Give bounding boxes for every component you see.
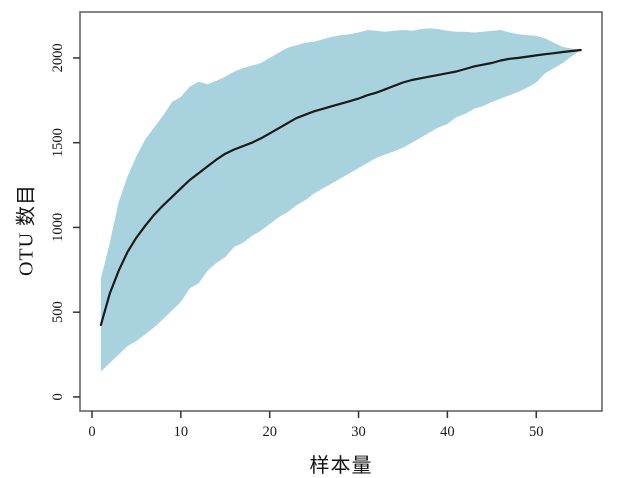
confidence-band — [100, 28, 581, 372]
y-tick-label: 500 — [50, 301, 66, 323]
plot-frame — [79, 11, 603, 412]
x-tick-label: 20 — [262, 424, 277, 440]
x-axis-title: 样本量 — [309, 455, 373, 477]
y-tick-label: 2000 — [50, 43, 66, 72]
mean-curve — [99, 48, 582, 326]
x-tick-label: 10 — [174, 424, 189, 440]
y-tick-label: 1500 — [50, 128, 66, 157]
y-tick-label: 1000 — [50, 213, 66, 242]
x-tick-label: 30 — [351, 424, 366, 440]
x-tick-label: 0 — [88, 424, 95, 440]
x-tick-label: 40 — [440, 424, 455, 440]
x-tick-label: 50 — [529, 424, 544, 440]
y-tick-label: 0 — [50, 393, 66, 400]
y-axis-title: OTU 数目 — [15, 183, 38, 277]
